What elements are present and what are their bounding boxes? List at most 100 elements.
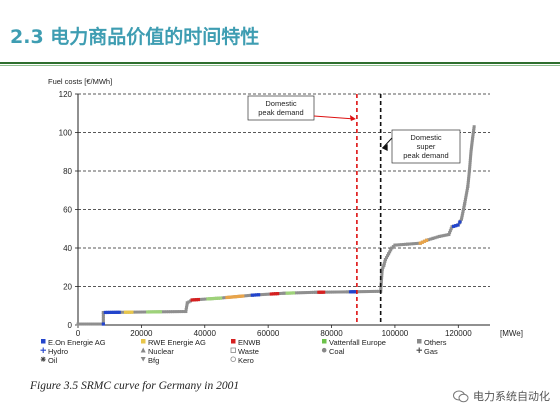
curve-point — [448, 229, 452, 233]
curve-point — [383, 258, 387, 262]
curve-point — [185, 305, 189, 309]
curve-point — [382, 263, 386, 267]
curve-point — [431, 236, 435, 240]
curve-point — [326, 290, 330, 294]
curve-point — [469, 146, 473, 150]
x-unit-label: [MWe] — [500, 329, 523, 338]
figure-caption: Figure 3.5 SRMC curve for Germany in 200… — [30, 380, 240, 392]
x-tick-label: 0 — [76, 329, 81, 338]
curve-point — [278, 291, 282, 295]
curve-point — [364, 290, 368, 294]
curve-point — [221, 296, 225, 300]
curve-point — [280, 291, 284, 295]
curve-point — [138, 310, 142, 314]
curve-point — [463, 197, 467, 201]
curve-point — [383, 259, 387, 263]
curve-point-colored — [418, 241, 422, 245]
curve-point-colored — [196, 297, 201, 302]
curve-point-colored — [229, 295, 233, 299]
legend-label: Others — [424, 338, 447, 347]
x-tick-label: 60000 — [257, 329, 280, 338]
legend-label: Waste — [238, 347, 259, 356]
curve-point — [389, 248, 393, 252]
peak-demand-label: Domestic — [265, 99, 297, 108]
curve-point — [101, 312, 105, 316]
curve-point — [443, 233, 447, 237]
y-tick-label: 0 — [68, 321, 73, 330]
curve-point — [187, 300, 191, 304]
curve-point — [203, 297, 207, 301]
curve-point — [89, 322, 93, 326]
legend-marker — [140, 347, 146, 353]
curve-point — [464, 195, 468, 199]
curve-point-colored — [257, 293, 261, 297]
curve-point — [471, 136, 475, 140]
legend-marker — [321, 347, 327, 353]
x-tick-label: 20000 — [130, 329, 153, 338]
curve-point-colored — [291, 291, 296, 295]
curve-point — [471, 132, 475, 136]
curve-point — [469, 154, 473, 158]
curve-point — [472, 125, 476, 129]
curve-point — [461, 211, 465, 215]
curve-point — [182, 310, 186, 314]
curve-point — [248, 293, 252, 297]
curve-point — [466, 182, 470, 186]
legend-marker — [40, 347, 46, 353]
legend-marker — [416, 347, 422, 353]
curve-point — [223, 296, 227, 300]
curve-point — [166, 310, 170, 314]
curve-point — [439, 234, 443, 238]
curve-point — [341, 290, 345, 294]
curve-point — [362, 290, 366, 294]
curve-point — [93, 322, 97, 326]
curve-point-colored — [271, 292, 276, 296]
curve-point-colored — [322, 290, 326, 294]
curve-point-colored — [219, 296, 223, 300]
curve-point — [416, 241, 420, 245]
curve-point — [467, 175, 471, 179]
title-divider-secondary — [0, 65, 560, 66]
curve-point — [406, 242, 410, 246]
curve-point — [95, 322, 99, 326]
curve-point — [469, 150, 473, 154]
curve-point — [345, 290, 349, 294]
curve-point — [435, 235, 439, 239]
curve-point — [246, 294, 250, 298]
curve-point — [171, 310, 175, 314]
curve-point-colored — [422, 239, 427, 243]
curve-point — [468, 160, 472, 164]
curve-point — [469, 152, 473, 156]
curve-point — [433, 236, 437, 240]
watermark: 电力系统自动化 — [453, 388, 550, 404]
curve-point — [78, 322, 82, 326]
curve-point — [379, 279, 383, 283]
y-tick-label: 120 — [59, 90, 73, 99]
curve-point-colored — [214, 296, 218, 300]
legend-label: Coal — [329, 347, 345, 356]
curve-point — [388, 250, 392, 254]
curve-point — [97, 322, 101, 326]
legend-label: Nuclear — [148, 347, 174, 356]
curve-point — [101, 316, 105, 320]
curve-point-colored — [269, 292, 273, 296]
curve-point — [463, 200, 467, 204]
curve-point — [177, 310, 181, 314]
curve-point — [391, 245, 395, 249]
curve-point — [244, 294, 248, 298]
curve-point-colored — [458, 220, 462, 224]
curve-point — [468, 156, 472, 160]
curve-point — [333, 290, 337, 294]
curve-point — [468, 158, 472, 162]
legend-label: Gas — [424, 347, 438, 356]
curve-point-colored — [115, 310, 119, 314]
super-peak-arrowhead — [381, 144, 388, 151]
legend-label: Bfg — [148, 356, 159, 365]
curve-point — [307, 290, 311, 294]
curve-point — [466, 179, 470, 183]
curve-point — [101, 310, 105, 314]
curve-point-colored — [192, 298, 196, 302]
curve-point — [447, 233, 451, 237]
curve-point-colored — [456, 223, 460, 227]
curve-point — [468, 163, 472, 167]
